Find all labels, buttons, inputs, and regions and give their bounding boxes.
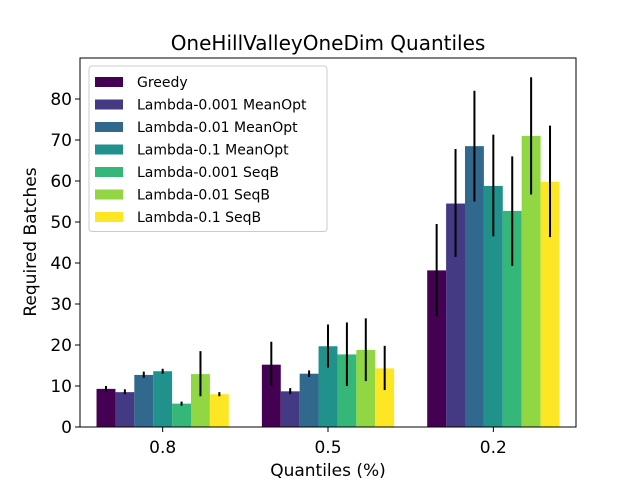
- bar-5-2: [521, 135, 541, 427]
- bar-2-1: [299, 373, 319, 427]
- legend-swatch-4: [95, 167, 123, 177]
- bar-4-2: [502, 210, 522, 427]
- y-tick-label-4: 40: [50, 254, 72, 274]
- bar-2-2: [464, 146, 484, 427]
- y-tick-label-2: 20: [50, 336, 72, 356]
- legend-swatch-0: [95, 77, 123, 87]
- legend-label-5: Lambda-0.01 SeqB: [137, 188, 270, 204]
- bar-4-0: [172, 403, 192, 427]
- bar-5-0: [191, 374, 210, 427]
- x-tick-label-1: 0.5: [314, 438, 341, 458]
- bars-layer: [96, 135, 560, 427]
- y-tick-label-6: 60: [50, 172, 72, 192]
- legend-swatch-2: [95, 122, 123, 132]
- bar-1-1: [280, 391, 300, 427]
- legend-swatch-6: [95, 212, 123, 222]
- x-axis-label: Quantiles (%): [270, 461, 386, 480]
- legend-label-3: Lambda-0.1 MeanOpt: [137, 143, 289, 159]
- x-tick-label-0: 0.8: [149, 438, 176, 458]
- y-tick-label-7: 70: [50, 131, 72, 151]
- bar-6-1: [375, 368, 395, 427]
- y-axis: 0 10 20 30 40 50 60 70 80: [50, 90, 80, 438]
- legend-swatch-1: [95, 99, 123, 110]
- y-tick-label-0: 0: [61, 418, 72, 438]
- legend-label-4: Lambda-0.001 SeqB: [137, 165, 279, 181]
- x-tick-label-2: 0.2: [480, 438, 507, 458]
- y-tick-label-1: 10: [50, 377, 72, 397]
- y-axis-label: Required Batches: [21, 167, 41, 316]
- legend-box: [88, 65, 328, 232]
- bar-0-2: [427, 270, 447, 427]
- y-tick-label-3: 30: [50, 295, 72, 315]
- error-bars-layer: [104, 77, 552, 406]
- y-tick-label-5: 50: [50, 213, 72, 233]
- x-axis: 0.8 0.5 0.2: [149, 427, 507, 458]
- bar-0-1: [261, 364, 281, 427]
- bar-6-0: [209, 394, 229, 427]
- bar-3-0: [153, 371, 173, 427]
- legend-label-2: Lambda-0.01 MeanOpt: [137, 120, 298, 136]
- legend-swatch-5: [95, 189, 123, 200]
- bar-3-2: [483, 185, 503, 427]
- bar-6-2: [540, 181, 560, 427]
- chart-title: OneHillValleyOneDim Quantiles: [171, 31, 486, 55]
- bar-0-0: [96, 388, 116, 427]
- legend: Greedy Lambda-0.001 MeanOpt Lambda-0.01 Me…: [88, 65, 328, 232]
- bar-2-0: [134, 374, 154, 427]
- bar-5-1: [356, 349, 376, 427]
- bar-1-0: [115, 392, 135, 427]
- bar-3-1: [318, 346, 338, 427]
- bar-4-1: [337, 354, 357, 427]
- legend-label-6: Lambda-0.1 SeqB: [137, 210, 261, 226]
- bar-1-2: [446, 203, 465, 427]
- legend-label-1: Lambda-0.001 MeanOpt: [137, 98, 307, 114]
- y-tick-label-8: 80: [50, 90, 72, 110]
- legend-swatch-3: [95, 144, 123, 155]
- legend-label-0: Greedy: [137, 75, 188, 91]
